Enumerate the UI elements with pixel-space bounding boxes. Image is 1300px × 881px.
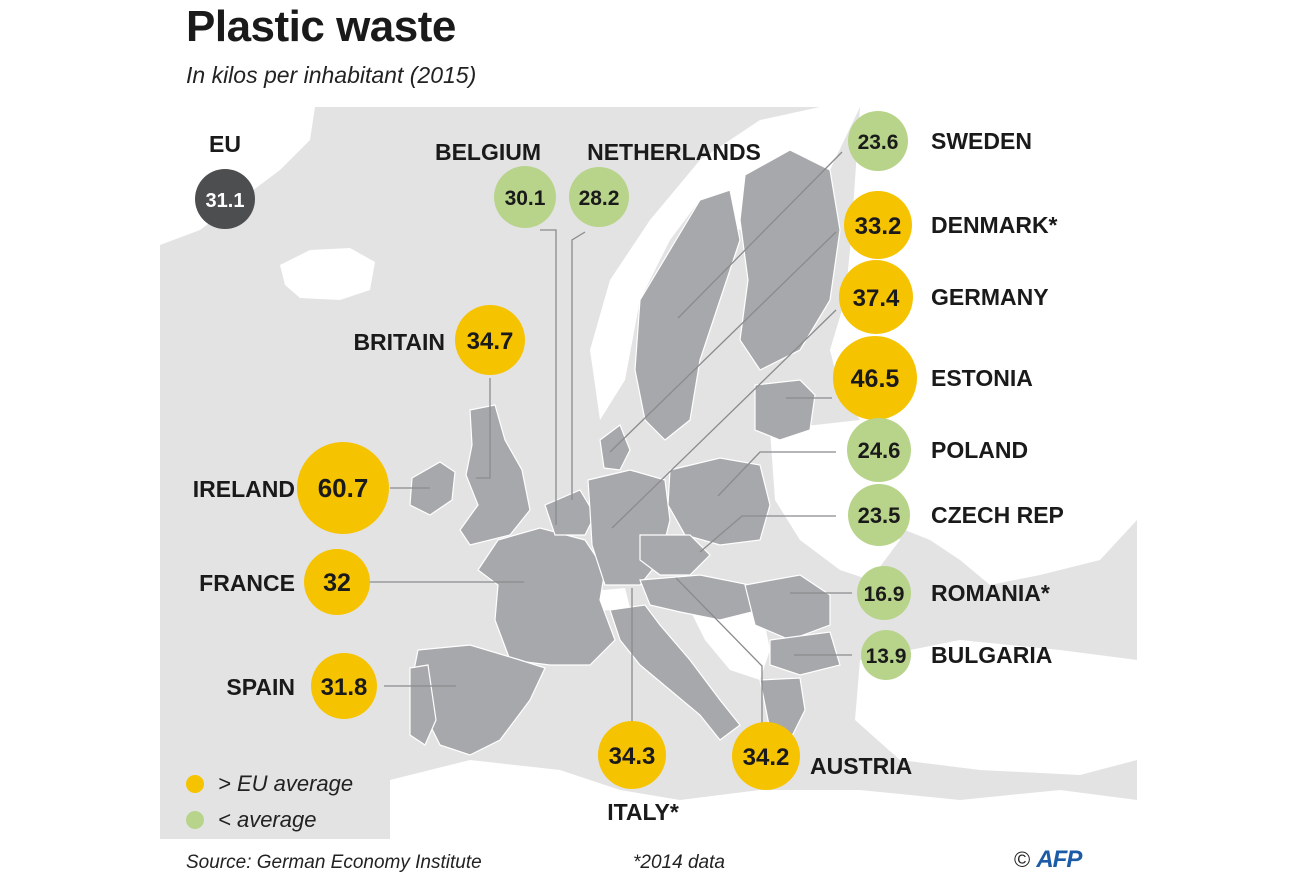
legend-below-swatch — [186, 811, 204, 829]
britain-value: 34.7 — [467, 328, 514, 355]
romania-shape — [744, 574, 831, 641]
denmark-label: DENMARK* — [931, 212, 1058, 238]
belgium-bubble — [494, 166, 556, 228]
belgium-label: BELGIUM — [435, 139, 541, 165]
italy-value: 34.3 — [609, 743, 656, 770]
afp-logo: AFP — [1036, 846, 1082, 873]
france-bubble — [304, 549, 370, 615]
czech-label: CZECH REP — [931, 502, 1064, 528]
france-value: 32 — [323, 569, 351, 597]
austria-bubble — [732, 722, 800, 790]
britain-label: BRITAIN — [353, 329, 445, 355]
austria-hungary-shape — [639, 574, 761, 621]
romania-value: 16.9 — [864, 583, 905, 606]
sweden-finland-shape — [634, 189, 741, 441]
britain-shape — [459, 404, 531, 546]
bulgaria-shape — [769, 631, 841, 676]
ireland-value: 60.7 — [318, 473, 369, 503]
netherlands-bubble — [569, 167, 629, 227]
sweden-bubble — [848, 111, 908, 171]
ireland-label: IRELAND — [193, 476, 295, 502]
denmark-value: 33.2 — [855, 213, 902, 240]
germany-value: 37.4 — [853, 285, 900, 312]
germany-bubble — [839, 260, 913, 334]
austria-value: 34.2 — [743, 744, 790, 771]
source-note: Source: German Economy Institute — [186, 852, 482, 873]
italy-bubble — [598, 721, 666, 789]
leader-lines — [368, 151, 852, 728]
poland-value: 24.6 — [858, 438, 901, 463]
legend-above-swatch — [186, 775, 204, 793]
legend-below: < average — [186, 807, 316, 833]
chart-subtitle: In kilos per inhabitant (2015) — [186, 62, 477, 88]
legend-below-label: < average — [218, 807, 317, 832]
france-shape — [477, 527, 616, 666]
baltic-shape — [754, 379, 816, 441]
eu-label: EU — [209, 131, 241, 157]
poland-label: POLAND — [931, 437, 1028, 463]
bulgaria-value: 13.9 — [866, 645, 907, 668]
romania-label: ROMANIA* — [931, 580, 1050, 606]
netherlands-label: NETHERLANDS — [587, 139, 761, 165]
chart-title: Plastic waste — [186, 2, 456, 51]
data-year-note: *2014 data — [633, 852, 725, 873]
ireland-shape — [409, 461, 456, 516]
eu-marker: EU 31.1 — [195, 131, 255, 229]
country-markers: 30.1 BELGIUM 28.2 NETHERLANDS 23.6 SWEDE… — [193, 111, 1064, 825]
france-label: FRANCE — [199, 570, 295, 596]
bulgaria-label: BULGARIA — [931, 642, 1052, 668]
belgium-value: 30.1 — [505, 187, 546, 210]
italy-label: ITALY* — [607, 799, 679, 825]
sweden-value: 23.6 — [858, 131, 899, 154]
romania-bubble — [857, 566, 911, 620]
bulgaria-bubble — [861, 630, 911, 680]
austria-label: AUSTRIA — [810, 753, 912, 779]
eu-value: 31.1 — [206, 190, 245, 212]
netherlands-value: 28.2 — [579, 187, 620, 210]
ireland-bubble — [297, 442, 389, 534]
portugal-shape — [409, 664, 437, 746]
eu-bubble — [195, 169, 255, 229]
poland-shape — [667, 457, 771, 546]
estonia-bubble — [833, 336, 917, 420]
italy-shape — [609, 604, 741, 741]
czech-bubble — [848, 484, 910, 546]
spain-label: SPAIN — [226, 674, 295, 700]
spain-bubble — [311, 653, 377, 719]
legend-above: > EU average — [186, 771, 353, 797]
britain-bubble — [455, 305, 525, 375]
denmark-bubble — [844, 191, 912, 259]
czech-value: 23.5 — [858, 503, 901, 528]
estonia-label: ESTONIA — [931, 365, 1033, 391]
afp-credit: © AFP — [1014, 846, 1082, 874]
legend-above-label: > EU average — [218, 771, 354, 796]
belgium-netherlands-shape — [544, 489, 596, 536]
czech-shape — [639, 534, 711, 576]
poland-bubble — [847, 418, 911, 482]
finland-shape — [739, 149, 841, 371]
copyright-symbol: © — [1014, 847, 1031, 872]
spain-value: 31.8 — [321, 674, 368, 701]
sweden-label: SWEDEN — [931, 128, 1032, 154]
estonia-value: 46.5 — [851, 365, 900, 393]
germany-label: GERMANY — [931, 284, 1049, 310]
